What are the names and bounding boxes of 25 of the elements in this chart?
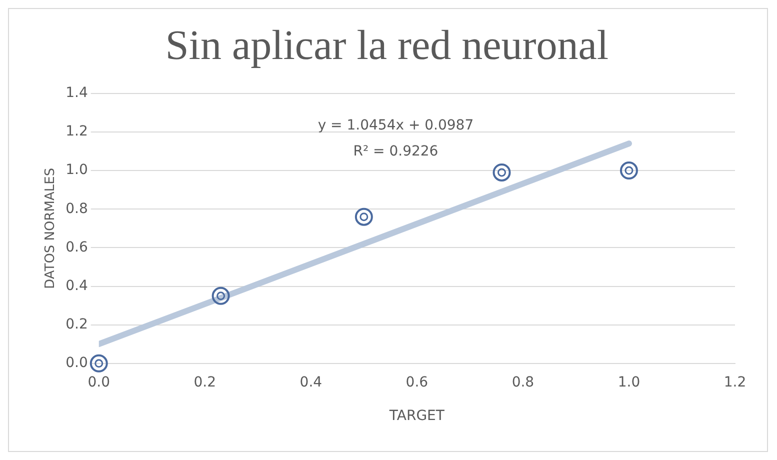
point (492, 163, 511, 182)
y-axis-title: DATOS NORMALES (43, 168, 58, 289)
y-tick-label: 1.4 (66, 85, 88, 102)
y-tick-label: 1.0 (66, 162, 88, 178)
y-tick-label: 1.2 (66, 124, 88, 140)
chart-title: Sin aplicar la red neuronal (165, 23, 609, 70)
annotation: R² = 0.9226 (353, 143, 438, 160)
point (354, 208, 373, 226)
point (620, 162, 638, 180)
x-tick-label: 1.2 (724, 374, 746, 390)
x-axis-title: TARGET (388, 408, 445, 424)
x-tick-label: 0.4 (300, 374, 322, 390)
point (90, 354, 108, 372)
x-tick-label: 1.0 (618, 374, 640, 390)
x-tick-label: 0.6 (406, 374, 428, 390)
y-tick-label: 0.8 (66, 200, 88, 217)
x-tick-label: 0.0 (88, 374, 110, 390)
y-tick-label: 0.0 (66, 355, 88, 372)
x-tick-label: 0.8 (512, 374, 534, 390)
y-tick-label: 0.2 (66, 316, 88, 332)
point (212, 286, 230, 305)
x-tick-label: 0.2 (194, 374, 216, 390)
annotation: y = 1.0454x + 0.0987 (318, 117, 474, 134)
y-tick-label: 0.4 (66, 278, 88, 294)
y-tick-label: 0.6 (66, 239, 88, 256)
